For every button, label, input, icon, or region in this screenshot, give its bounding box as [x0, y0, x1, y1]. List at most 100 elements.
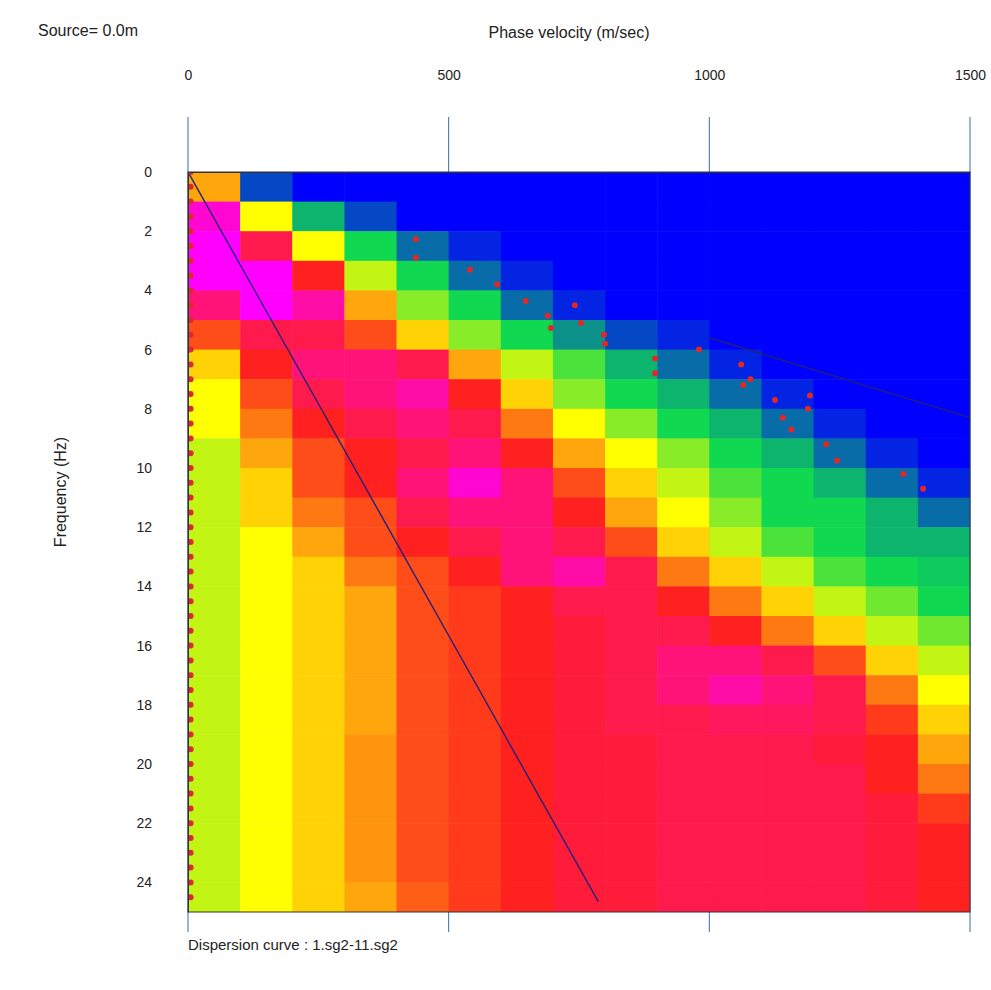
heatmap-cell — [397, 616, 450, 646]
tick-label: 18 — [136, 697, 152, 713]
tick-label: 4 — [144, 282, 152, 298]
heatmap-cell — [553, 438, 606, 468]
heatmap-cell — [188, 320, 241, 350]
heatmap-cell — [188, 764, 241, 794]
heatmap-cell — [761, 172, 814, 202]
heatmap-cell — [553, 675, 606, 705]
heatmap-cell — [501, 675, 554, 705]
heatmap-cell — [449, 882, 502, 912]
heatmap-cell — [188, 557, 241, 587]
heatmap-cell — [814, 231, 867, 261]
heatmap-cell — [188, 794, 241, 824]
heatmap-cell — [657, 350, 710, 380]
heatmap-cell — [814, 202, 867, 232]
heatmap-cell — [553, 705, 606, 735]
heatmap-cell — [918, 882, 970, 912]
heatmap-cell — [605, 794, 658, 824]
heatmap-cell — [605, 498, 658, 528]
point — [652, 370, 658, 376]
heatmap-cell — [344, 794, 397, 824]
heatmap-cell — [553, 172, 606, 202]
heatmap-cell — [501, 320, 554, 350]
heatmap-cell — [501, 823, 554, 853]
heatmap-cell — [292, 705, 345, 735]
heatmap-cell — [761, 764, 814, 794]
point — [834, 458, 840, 464]
tick-label: 2 — [144, 223, 152, 239]
heatmap-cell — [397, 557, 450, 587]
heatmap-cell — [657, 468, 710, 498]
heatmap-cell — [240, 438, 293, 468]
heatmap-cell — [501, 853, 554, 883]
heatmap-cell — [605, 586, 658, 616]
heatmap-cell — [449, 261, 502, 291]
point — [601, 332, 607, 338]
heatmap-cell — [918, 468, 970, 498]
tick-label: 6 — [144, 342, 152, 358]
heatmap-cell — [188, 202, 241, 232]
point — [788, 427, 794, 433]
heatmap-cell — [449, 468, 502, 498]
heatmap-cell — [501, 261, 554, 291]
tick: 8 — [144, 401, 188, 417]
heatmap-cell — [240, 557, 293, 587]
heatmap-cell — [449, 202, 502, 232]
heatmap-cell — [918, 172, 970, 202]
heatmap-cell — [449, 290, 502, 320]
heatmap-cell — [188, 853, 241, 883]
heatmap-cell — [814, 882, 867, 912]
heatmap-cell — [292, 853, 345, 883]
heatmap-cell — [709, 764, 762, 794]
heatmap-cell — [553, 586, 606, 616]
heatmap-cell — [501, 527, 554, 557]
heatmap-cell — [292, 586, 345, 616]
heatmap-cell — [709, 675, 762, 705]
heatmap-cell — [397, 350, 450, 380]
heatmap-cell — [709, 350, 762, 380]
heatmap-cell — [709, 557, 762, 587]
heatmap-cell — [501, 468, 554, 498]
heatmap-cell — [814, 794, 867, 824]
heatmap-cell — [292, 261, 345, 291]
heatmap-cell — [605, 202, 658, 232]
heatmap-cell — [709, 794, 762, 824]
point — [823, 441, 829, 447]
grid — [188, 117, 970, 932]
heatmap-cell — [761, 527, 814, 557]
heatmap-cell — [866, 853, 919, 883]
heatmap-cell — [709, 705, 762, 735]
heatmap-cell — [761, 290, 814, 320]
heatmap-cell — [240, 794, 293, 824]
tick: 24 — [136, 874, 188, 890]
tick: 10 — [136, 460, 188, 476]
heatmap-cell — [292, 350, 345, 380]
heatmap-cell — [397, 794, 450, 824]
heatmap-cell — [501, 231, 554, 261]
heatmap-cell — [292, 882, 345, 912]
heatmap-cell — [188, 616, 241, 646]
heatmap-cell — [292, 823, 345, 853]
heatmap-cell — [344, 409, 397, 439]
heatmap-cell — [761, 557, 814, 587]
heatmap-cell — [501, 882, 554, 912]
heatmap-cell — [657, 734, 710, 764]
heatmap-cell — [240, 527, 293, 557]
heatmap-cell — [814, 438, 867, 468]
heatmap-cell — [292, 646, 345, 676]
heatmap-cell — [866, 438, 919, 468]
heatmap-cell — [814, 320, 867, 350]
heatmap-cell — [918, 705, 970, 735]
heatmap-cell — [918, 350, 970, 380]
heatmap-cell — [553, 202, 606, 232]
heatmap-cell — [605, 468, 658, 498]
heatmap-cell — [605, 350, 658, 380]
heatmap-cell — [709, 290, 762, 320]
heatmap-cell — [344, 468, 397, 498]
heatmap-cell — [814, 616, 867, 646]
heatmap-cell — [866, 498, 919, 528]
heatmap-cell — [240, 379, 293, 409]
heatmap-cell — [761, 853, 814, 883]
heatmap-cell — [188, 823, 241, 853]
heatmap-cell — [344, 853, 397, 883]
heatmap-cell — [240, 231, 293, 261]
